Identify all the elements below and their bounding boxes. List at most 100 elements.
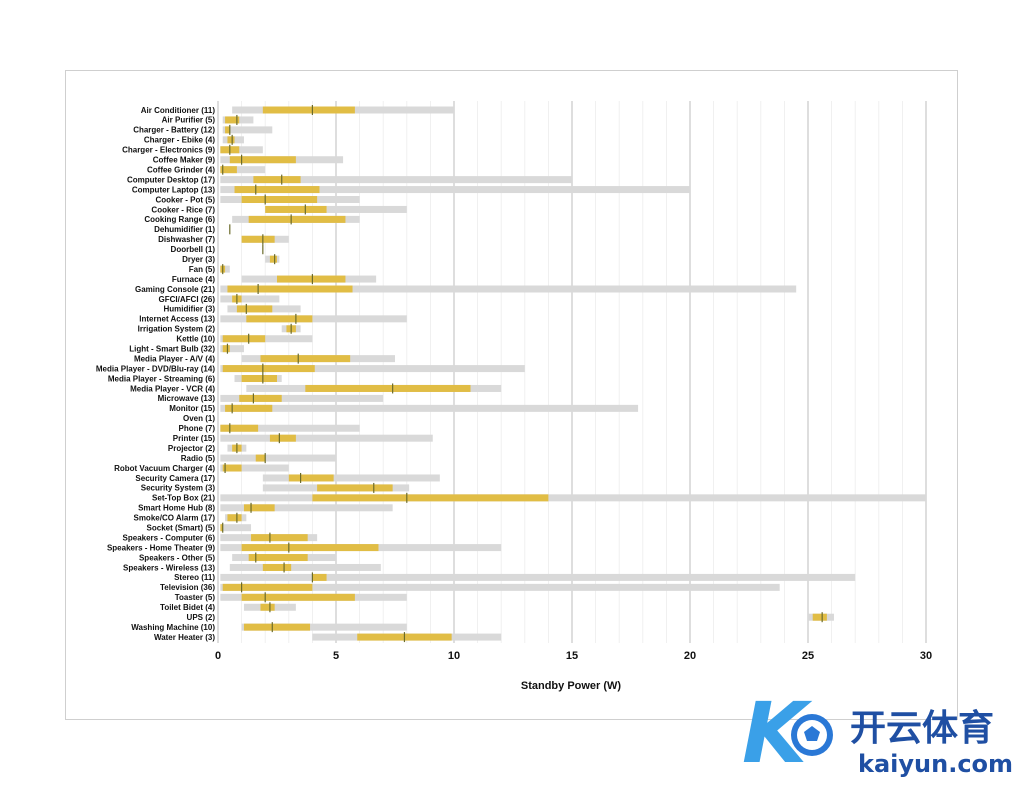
watermark-logo: K 开云体育 kaiyun.com bbox=[742, 690, 1013, 782]
range-bar bbox=[220, 176, 573, 184]
range-bar bbox=[222, 126, 273, 134]
iqr-bar bbox=[248, 215, 346, 223]
iqr-bar bbox=[312, 494, 549, 502]
range-bar bbox=[241, 623, 407, 631]
range-bar bbox=[220, 464, 289, 472]
iqr-bar bbox=[251, 534, 308, 542]
iqr-bar bbox=[288, 474, 334, 482]
watermark-brand-cn: 开云体育 bbox=[850, 708, 994, 749]
x-tick-label: 25 bbox=[802, 650, 814, 662]
iqr-bar bbox=[236, 305, 273, 313]
category-label: Media Player - VCR (4) bbox=[130, 384, 215, 393]
category-label: Smoke/CO Alarm (17) bbox=[133, 514, 215, 523]
category-label: Speakers - Home Theater (9) bbox=[107, 543, 215, 552]
iqr-bar bbox=[260, 355, 351, 363]
category-label: Water Heater (3) bbox=[154, 633, 215, 642]
range-bar bbox=[265, 205, 407, 213]
iqr-bar bbox=[269, 434, 296, 442]
range-bar bbox=[220, 146, 263, 154]
category-label: Charger - Ebike (4) bbox=[144, 136, 215, 145]
iqr-bar bbox=[277, 275, 346, 283]
range-bar bbox=[220, 434, 433, 442]
iqr-bar bbox=[260, 603, 275, 611]
category-label: Light - Smart Bulb (32) bbox=[129, 344, 215, 353]
iqr-bar bbox=[241, 196, 318, 204]
iqr-bar bbox=[220, 524, 223, 532]
category-labels: Air Conditioner (11)Air Purifier (5)Char… bbox=[96, 106, 215, 642]
category-label: Speakers - Wireless (13) bbox=[123, 563, 215, 572]
range-bar bbox=[220, 454, 336, 462]
category-label: Coffee Grinder (4) bbox=[147, 165, 215, 174]
range-bar bbox=[220, 166, 266, 174]
iqr-bar bbox=[241, 375, 277, 383]
x-tick-label: 0 bbox=[215, 650, 221, 662]
x-tick-label: 10 bbox=[448, 650, 460, 662]
bars-layer bbox=[220, 105, 927, 643]
range-bar bbox=[220, 295, 280, 303]
category-label: Media Player - DVD/Blu-ray (14) bbox=[96, 364, 215, 373]
x-tick-labels: 0 5 10 15 20 25 30 bbox=[215, 650, 932, 662]
iqr-bar bbox=[222, 464, 242, 472]
category-label: Smart Home Hub (8) bbox=[138, 504, 215, 513]
range-bar bbox=[229, 563, 381, 571]
iqr-bar bbox=[812, 613, 827, 621]
iqr-bar bbox=[269, 255, 277, 263]
category-label: Internet Access (13) bbox=[139, 315, 215, 324]
category-label: GFCI/AFCI (26) bbox=[159, 295, 216, 304]
range-bar bbox=[262, 474, 440, 482]
category-label: Security Camera (17) bbox=[135, 474, 215, 483]
category-label: Security System (3) bbox=[141, 484, 216, 493]
range-bar bbox=[220, 345, 244, 353]
category-label: Computer Laptop (13) bbox=[132, 185, 215, 194]
iqr-bar bbox=[222, 365, 315, 373]
iqr-bar bbox=[227, 285, 353, 293]
x-tick-label: 5 bbox=[333, 650, 339, 662]
category-label: Humidifier (3) bbox=[163, 305, 215, 314]
range-bar bbox=[220, 394, 384, 402]
category-label: Radio (5) bbox=[181, 454, 216, 463]
range-bar bbox=[220, 404, 639, 412]
iqr-bar bbox=[246, 315, 313, 323]
range-bar bbox=[220, 504, 393, 512]
category-label: Microwave (13) bbox=[158, 394, 216, 403]
category-label: Fan (5) bbox=[189, 265, 216, 274]
iqr-bar bbox=[312, 573, 327, 581]
iqr-bar bbox=[241, 235, 275, 243]
soccer-ball-icon bbox=[791, 714, 833, 756]
range-bar bbox=[220, 573, 856, 581]
iqr-bar bbox=[227, 514, 242, 522]
category-label: Irrigation System (2) bbox=[138, 325, 216, 334]
iqr-bar bbox=[225, 126, 230, 134]
category-label: Media Player - A/V (4) bbox=[134, 354, 215, 363]
range-bar bbox=[220, 365, 525, 373]
iqr-bar bbox=[220, 166, 237, 174]
category-label: Speakers - Other (5) bbox=[139, 553, 215, 562]
iqr-bar bbox=[248, 554, 308, 562]
category-label: Dishwasher (7) bbox=[158, 235, 215, 244]
category-label: Air Purifier (5) bbox=[162, 116, 216, 125]
range-bar bbox=[220, 285, 797, 293]
iqr-bar bbox=[241, 593, 355, 601]
iqr-bar bbox=[225, 116, 240, 124]
x-tick-label: 15 bbox=[566, 650, 578, 662]
category-label: Washing Machine (10) bbox=[131, 623, 215, 632]
iqr-bar bbox=[243, 623, 311, 631]
iqr-bar bbox=[222, 345, 230, 353]
category-label: Speakers - Computer (6) bbox=[123, 533, 216, 542]
x-tick-label: 20 bbox=[684, 650, 696, 662]
iqr-bar bbox=[262, 563, 292, 571]
range-bar bbox=[220, 524, 252, 532]
range-bar bbox=[220, 315, 407, 323]
standby-power-chart: Air Conditioner (11)Air Purifier (5)Char… bbox=[96, 101, 932, 692]
iqr-bar bbox=[239, 394, 282, 402]
category-label: Charger - Battery (12) bbox=[133, 126, 215, 135]
category-label: Projector (2) bbox=[168, 444, 215, 453]
iqr-bar bbox=[222, 583, 313, 591]
category-label: Cooking Range (6) bbox=[144, 215, 215, 224]
range-bar bbox=[220, 186, 691, 194]
iqr-bar bbox=[229, 156, 296, 164]
category-label: Toaster (5) bbox=[175, 593, 216, 602]
iqr-bar bbox=[262, 106, 355, 114]
category-label: Cooker - Rice (7) bbox=[151, 205, 215, 214]
category-label: Air Conditioner (11) bbox=[141, 106, 216, 115]
